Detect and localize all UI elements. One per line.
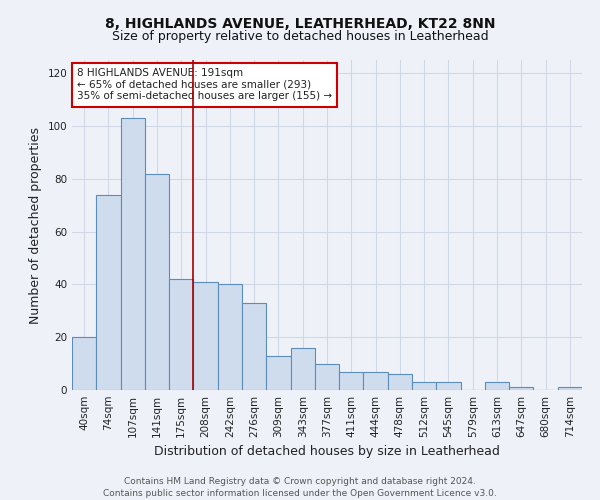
Bar [485,382,509,390]
Bar [193,282,218,390]
Bar [412,382,436,390]
Bar [364,372,388,390]
Bar [339,372,364,390]
Y-axis label: Number of detached properties: Number of detached properties [29,126,42,324]
Bar [558,388,582,390]
Bar [290,348,315,390]
Text: 8 HIGHLANDS AVENUE: 191sqm
← 65% of detached houses are smaller (293)
35% of sem: 8 HIGHLANDS AVENUE: 191sqm ← 65% of deta… [77,68,332,102]
X-axis label: Distribution of detached houses by size in Leatherhead: Distribution of detached houses by size … [154,446,500,458]
Bar [145,174,169,390]
Bar [121,118,145,390]
Bar [436,382,461,390]
Bar [509,388,533,390]
Bar [72,337,96,390]
Bar [315,364,339,390]
Bar [266,356,290,390]
Bar [169,279,193,390]
Bar [96,194,121,390]
Text: Contains HM Land Registry data © Crown copyright and database right 2024.
Contai: Contains HM Land Registry data © Crown c… [103,476,497,498]
Text: Size of property relative to detached houses in Leatherhead: Size of property relative to detached ho… [112,30,488,43]
Bar [218,284,242,390]
Bar [242,303,266,390]
Bar [388,374,412,390]
Text: 8, HIGHLANDS AVENUE, LEATHERHEAD, KT22 8NN: 8, HIGHLANDS AVENUE, LEATHERHEAD, KT22 8… [105,18,495,32]
